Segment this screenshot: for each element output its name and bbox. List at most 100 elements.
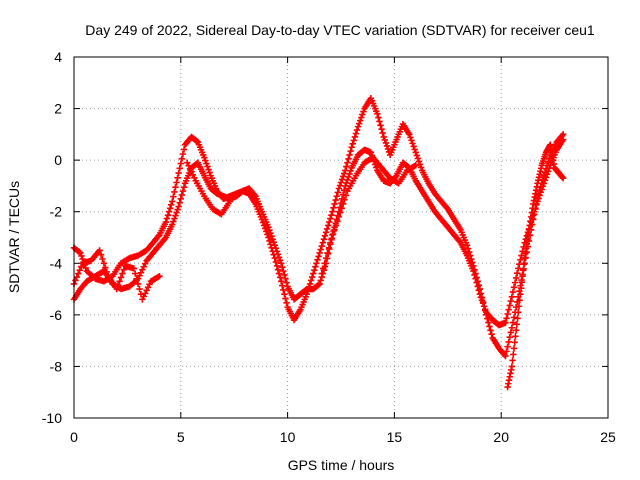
- data-point-track-c: [519, 272, 526, 280]
- data-point-track-b: [338, 176, 346, 183]
- data-point-track-c: [339, 200, 347, 208]
- data-point-track-b: [501, 351, 508, 359]
- data-point-track-b: [264, 231, 271, 238]
- data-point-track-c: [97, 251, 105, 258]
- data-point-track-b: [383, 142, 391, 150]
- data-point-track-b: [315, 253, 322, 260]
- data-point-track-b: [172, 184, 179, 191]
- y-tick-label: -6: [50, 307, 63, 323]
- data-point-track-c: [338, 205, 345, 212]
- data-point-track-b: [558, 132, 566, 139]
- data-point-track-b: [331, 200, 338, 208]
- data-point-track-b: [509, 319, 517, 326]
- data-point-track-a: [517, 256, 524, 264]
- x-tick-label: 5: [177, 429, 185, 445]
- data-point-track-b: [415, 158, 423, 165]
- plot-frame: [73, 56, 609, 419]
- data-point-track-b: [485, 319, 492, 326]
- data-point-track-c: [120, 266, 128, 273]
- data-point-track-b: [341, 170, 348, 177]
- data-point-track-b: [411, 146, 418, 153]
- data-point-track-c: [119, 270, 126, 277]
- data-point-track-a: [456, 238, 463, 245]
- data-point-track-b: [334, 189, 341, 196]
- data-point-track-b: [276, 274, 284, 281]
- data-point-track-b: [174, 174, 181, 181]
- data-point-track-b: [417, 164, 425, 171]
- data-point-track-b: [407, 134, 414, 141]
- data-point-track-b: [348, 144, 355, 151]
- data-point-track-a: [281, 271, 288, 279]
- data-point-track-c: [508, 363, 516, 370]
- data-point-track-b: [413, 152, 421, 159]
- data-point-track-b: [76, 248, 83, 256]
- data-point-track-c: [96, 247, 103, 254]
- data-point-track-b: [504, 343, 511, 350]
- data-point-track-b: [166, 205, 174, 212]
- x-tick-label: 25: [600, 429, 616, 445]
- data-point-track-b: [536, 187, 543, 195]
- data-point-track-b: [351, 133, 359, 141]
- data-point-track-b: [376, 118, 383, 125]
- data-point-track-b: [319, 239, 327, 246]
- data-point-track-b: [472, 270, 479, 277]
- data-point-track-b: [307, 277, 315, 284]
- data-point-track-c: [342, 192, 350, 199]
- data-point-track-b: [468, 255, 475, 263]
- data-point-track-b: [469, 259, 476, 266]
- data-point-track-c: [412, 162, 419, 169]
- data-point-track-b: [270, 251, 277, 258]
- data-point-track-b: [169, 198, 176, 205]
- data-point-track-a: [317, 277, 324, 284]
- data-point-track-b: [337, 179, 345, 186]
- data-point-track-a: [502, 319, 509, 326]
- data-point-track-b: [269, 248, 276, 255]
- data-point-track-b: [546, 155, 553, 162]
- data-point-track-b: [350, 137, 358, 144]
- data-point-track-c: [517, 285, 525, 292]
- data-point-track-b: [476, 285, 484, 293]
- data-point-track-b: [263, 228, 270, 235]
- data-point-track-c: [130, 265, 138, 272]
- y-tick-label: 2: [54, 101, 62, 117]
- data-point-track-b: [267, 241, 274, 248]
- data-point-track-b: [321, 232, 329, 239]
- data-point-track-b: [406, 131, 413, 138]
- data-point-track-a: [270, 239, 277, 246]
- data-point-track-b: [477, 290, 485, 297]
- data-point-track-b: [473, 274, 480, 281]
- data-point-track-a: [508, 293, 516, 301]
- data-point-track-b: [486, 323, 493, 330]
- data-point-track-b: [559, 131, 567, 138]
- x-tick-label: 20: [493, 429, 509, 445]
- data-point-track-a: [344, 176, 351, 184]
- data-points: [70, 95, 567, 391]
- data-point-track-c: [133, 275, 140, 282]
- data-point-track-b: [277, 278, 285, 285]
- data-point-track-c: [515, 303, 523, 310]
- data-point-track-b: [343, 163, 350, 170]
- data-point-track-c: [514, 315, 521, 322]
- data-point-track-b: [479, 298, 487, 306]
- x-tick-label: 10: [280, 429, 296, 445]
- data-point-track-b: [408, 137, 415, 144]
- x-tick-labels: 0 5 10 15 20 25: [70, 429, 616, 445]
- data-point-track-c: [517, 291, 524, 298]
- data-point-track-b: [306, 280, 314, 288]
- data-point-track-b: [464, 245, 472, 252]
- x-axis-label: GPS time / hours: [288, 457, 395, 473]
- data-point-track-b: [206, 169, 213, 176]
- data-point-track-a: [173, 209, 180, 216]
- data-point-track-a: [275, 254, 283, 261]
- data-point-track-a: [518, 252, 525, 259]
- data-point-track-a: [315, 281, 322, 288]
- data-point-track-c: [559, 174, 567, 182]
- data-point-track-c: [334, 217, 341, 225]
- data-point-track-b: [352, 130, 360, 137]
- data-point-track-a: [269, 236, 276, 243]
- data-point-track-b: [280, 286, 287, 294]
- data-point-track-b: [204, 163, 211, 170]
- data-point-track-b: [77, 249, 84, 257]
- data-point-track-c: [117, 274, 125, 281]
- data-point-track-b: [308, 273, 316, 281]
